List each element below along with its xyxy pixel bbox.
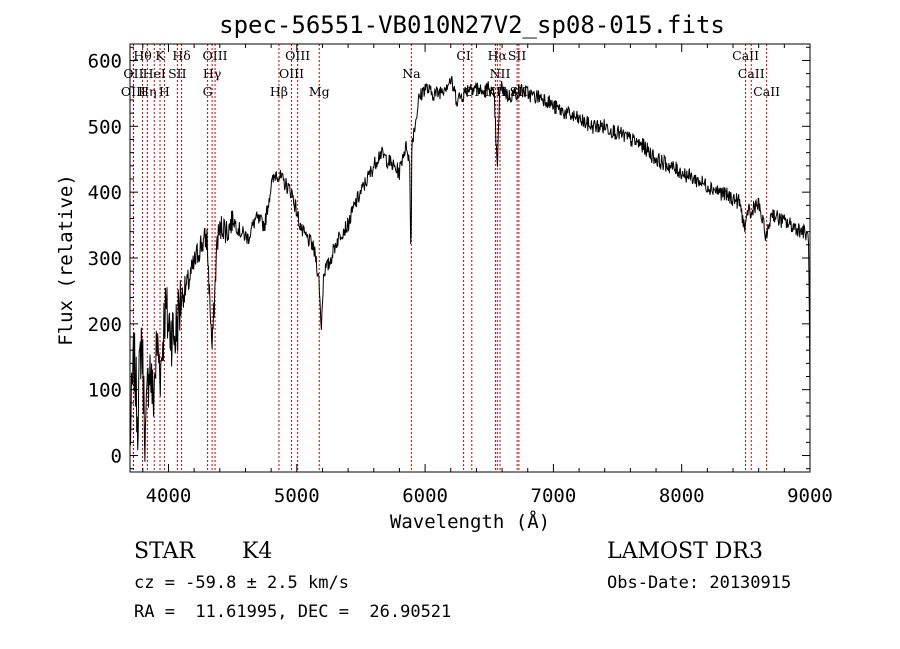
y-tick-label-0: 0 [111, 446, 122, 468]
y-tick-label-2: 200 [88, 314, 122, 336]
spectral-line-label-6: Hα [488, 48, 508, 63]
spectral-line-label-5: CI [456, 48, 471, 63]
spectral-line-label-3: OIII [203, 48, 228, 63]
spectral-line-label-7: SII [508, 48, 527, 63]
sky-coordinates: RA = 11.61995, DEC = 26.90521 [134, 602, 452, 622]
spectral-line-markers [132, 44, 768, 472]
spectral-line-label-22: Mg [309, 84, 330, 99]
observation-date: Obs-Date: 20130915 [607, 573, 792, 593]
spectral-line-label-21: Hβ [270, 84, 288, 99]
x-axis-label: Wavelength (Å) [390, 510, 550, 533]
y-tick-label-1: 100 [88, 380, 122, 402]
survey-name: LAMOST DR3 [607, 539, 763, 564]
y-tick-label-3: 300 [88, 248, 122, 270]
spectral-line-label-13: OIII [279, 66, 304, 81]
spectral-line-label-0: Hθ [133, 48, 151, 63]
spectral-line-label-18: Hη [138, 84, 156, 99]
spectral-line-label-20: G [203, 84, 213, 99]
spectral-line-label-16: CaII [738, 66, 765, 81]
spectral-subclass: K4 [242, 539, 273, 564]
spectral-line-label-17: OIII [121, 84, 146, 99]
spectral-line-label-11: SII [168, 66, 187, 81]
x-tick-label-4: 8000 [659, 485, 705, 507]
x-tick-label-1: 5000 [274, 485, 320, 507]
x-tick-label-5: 9000 [787, 485, 833, 507]
redshift-velocity: cz = -59.8 ± 2.5 km/s [134, 573, 349, 593]
spectral-line-label-1: K [155, 48, 165, 63]
spectral-line-label-14: Na [402, 66, 421, 81]
y-tick-label-6: 600 [88, 50, 122, 72]
spectral-line-label-19: H [159, 84, 170, 99]
y-axis-ticks: 0 100 200 300 400 500 600 [88, 46, 810, 470]
x-tick-label-0: 4000 [146, 485, 192, 507]
plot-frame [129, 43, 811, 473]
spectral-line-label-26: CaII [753, 84, 780, 99]
spectral-line-label-8: CaII [732, 48, 759, 63]
x-axis-ticks: 4000 5000 6000 7000 8000 9000 [142, 44, 833, 507]
spectral-line-label-4: OIII [285, 48, 310, 63]
object-class: STAR [134, 539, 195, 564]
spectrum-line [129, 75, 811, 462]
chart-title: spec-56551-VB010N27V2_sp08-015.fits [219, 11, 725, 39]
spectral-line-label-15: NII [490, 66, 511, 81]
spectral-line-label-10: HeI [143, 66, 166, 81]
spectral-line-label-2: Hδ [172, 48, 190, 63]
spectral-line-label-12: Hγ [203, 66, 221, 81]
y-tick-label-5: 500 [88, 116, 122, 138]
x-tick-label-3: 7000 [531, 485, 577, 507]
y-tick-label-4: 400 [88, 182, 122, 204]
y-axis-label: Flux (relative) [55, 174, 77, 346]
x-tick-label-2: 6000 [402, 485, 448, 507]
